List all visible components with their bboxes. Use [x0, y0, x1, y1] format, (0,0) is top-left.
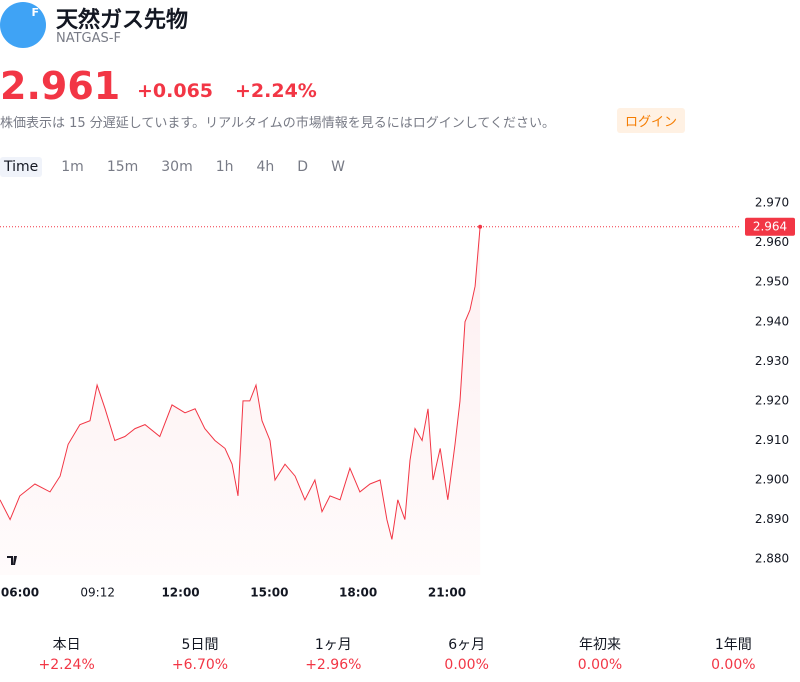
x-tick-label: 06:00: [1, 586, 39, 600]
performance-item: 本日 +2.24%: [0, 634, 133, 673]
x-tick-label: 09:12: [80, 586, 115, 600]
performance-value: +2.96%: [305, 657, 362, 673]
delay-notice: 株価表示は 15 分遅延しています。リアルタイムの市場情報を見るにはログインして…: [0, 116, 555, 131]
x-tick-label: 18:00: [339, 586, 377, 600]
change: +0.065: [137, 80, 214, 102]
performance-value: 0.00%: [577, 657, 623, 673]
performance-label: 本日: [52, 637, 81, 653]
change-percent: +2.24%: [235, 80, 317, 102]
timeframe-tab[interactable]: 1h: [215, 159, 234, 175]
title: 天然ガス先物: [56, 8, 189, 33]
area: [0, 226, 481, 576]
timeframe-tabs: Time 1m 15m 30m 1h 4h D W: [0, 157, 364, 177]
y-tick-label: 2.950: [755, 275, 789, 289]
performance-value: 0.00%: [444, 657, 489, 673]
y-tick-label: 2.890: [755, 512, 789, 526]
timeframe-tab[interactable]: 4h: [256, 159, 275, 175]
performance-item: 5日間 +6.70%: [133, 634, 266, 673]
icon-letter: F: [31, 6, 39, 19]
y-tick-label: 2.920: [755, 393, 789, 407]
performance-label: 5日間: [181, 637, 219, 653]
login-button[interactable]: ログイン: [617, 108, 686, 133]
y-tick-label: 2.910: [755, 433, 789, 447]
performance-item: 6ヶ月 0.00%: [400, 634, 533, 673]
line: [0, 226, 481, 540]
icon: F: [0, 2, 46, 48]
timeframe-tab[interactable]: W: [331, 159, 345, 175]
x-tick-label: 15:00: [250, 586, 288, 600]
performance-item: 1ヶ月 +2.96%: [267, 634, 400, 673]
timeframe-tab[interactable]: D: [297, 159, 309, 175]
y-tick-label: 2.930: [755, 354, 789, 368]
y-tick-label: 2.970: [755, 196, 789, 210]
y-tick-label: 2.880: [755, 552, 789, 566]
ticker: NATGAS-F: [56, 31, 121, 46]
timeframe-tab[interactable]: 15m: [106, 159, 139, 175]
last-point: [478, 224, 483, 229]
timeframe-tab[interactable]: Time: [0, 157, 43, 177]
performance-item: 1年間 0.00%: [667, 634, 800, 673]
performance-label: 6ヶ月: [448, 637, 486, 653]
timeframe-tab[interactable]: 30m: [161, 159, 193, 175]
chart: 2.970 2.960 2.950 2.940 2.930 2.920 2.910 2.900…: [0, 196, 795, 600]
performance-item: 年初来 0.00%: [533, 634, 666, 673]
performance: 本日 +2.24% 5日間 +6.70% 1ヶ月 +2.96% 6ヶ月 0.00% 年初来 0.0…: [0, 634, 800, 673]
performance-label: 1年間: [714, 637, 752, 653]
y-tick-label: 2.940: [755, 314, 789, 328]
last-value-box: [745, 217, 795, 236]
x-tick-label: 12:00: [161, 586, 199, 600]
performance-value: +6.70%: [171, 657, 229, 673]
performance-value: 0.00%: [711, 657, 756, 673]
y-tick-label: 2.900: [755, 473, 789, 487]
last-value-label: 2.964: [753, 219, 787, 233]
x-tick-label: 21:00: [428, 586, 466, 600]
price: 2.961: [0, 64, 121, 108]
performance-label: 年初来: [578, 637, 621, 653]
y-tick-label: 2.960: [755, 235, 789, 249]
performance-label: 1ヶ月: [314, 637, 352, 653]
timeframe-tab[interactable]: 1m: [61, 159, 84, 175]
performance-value: +2.24%: [38, 657, 95, 673]
